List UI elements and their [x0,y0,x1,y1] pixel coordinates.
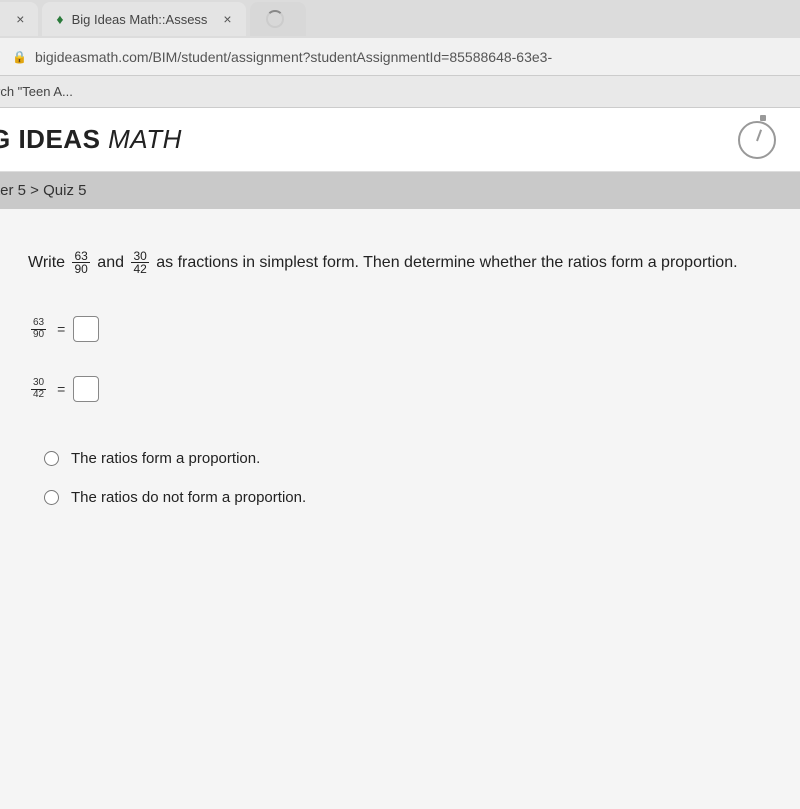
option-label: The ratios form a proportion. [71,450,260,467]
fraction-2: 30 42 [131,250,148,276]
breadcrumb-text: ter 5 > Quiz 5 [0,182,86,199]
frac-num: 63 [72,250,89,264]
breadcrumb: ter 5 > Quiz 5 [0,172,800,209]
fraction-1: 63 90 [72,250,89,276]
answer-input-1[interactable] [73,316,99,342]
url-text: bigideasmath.com/BIM/student/assignment?… [35,49,552,65]
options-group: The ratios form a proportion. The ratios… [44,450,772,506]
option-label: The ratios do not form a proportion. [71,489,306,506]
address-bar[interactable]: 🔒 bigideasmath.com/BIM/student/assignmen… [0,38,800,76]
tab-previous[interactable]: ses × [0,2,38,36]
browser-tabs: ses × ♦ Big Ideas Math::Assess × [0,0,800,38]
frac-den: 42 [31,390,46,401]
question-text: Write 63 90 and 30 42 as fractions in si… [28,249,772,276]
radio-icon[interactable] [44,451,59,466]
frac-num: 63 [31,318,46,330]
close-icon[interactable]: × [223,11,231,27]
equals-sign: = [57,321,65,337]
brand-logo: G IDEAS MATH [0,124,182,155]
option-1[interactable]: The ratios form a proportion. [44,450,772,467]
diamond-icon: ♦ [56,11,63,27]
tab-label: Big Ideas Math::Assess [72,12,208,27]
bookmark-bar: rch "Teen A... [0,76,800,108]
frac-num: 30 [31,378,46,390]
brand-part2: MATH [100,124,181,154]
frac-den: 42 [131,263,148,276]
q-pre: Write [28,254,69,271]
lock-icon: 🔒 [12,50,27,64]
frac-num: 30 [131,250,148,264]
answer-row-2: 30 42 = [28,376,772,402]
answer-row-1: 63 90 = [28,316,772,342]
timer-icon[interactable] [738,121,776,159]
frac-den: 90 [72,263,89,276]
fraction-label-1: 63 90 [31,318,46,340]
q-mid: and [97,254,128,271]
bookmark-item[interactable]: rch "Teen A... [0,84,73,99]
loading-spinner-icon [266,10,284,28]
tab-untitled[interactable] [250,2,306,36]
close-icon[interactable]: × [16,11,24,27]
content-area: Write 63 90 and 30 42 as fractions in si… [0,209,800,809]
radio-icon[interactable] [44,490,59,505]
q-post: as fractions in simplest form. Then dete… [156,254,737,271]
equals-sign: = [57,381,65,397]
brand-part1: G IDEAS [0,124,100,154]
app-header: G IDEAS MATH [0,108,800,172]
fraction-label-2: 30 42 [31,378,46,400]
option-2[interactable]: The ratios do not form a proportion. [44,489,772,506]
frac-den: 90 [31,330,46,341]
tab-bigideas[interactable]: ♦ Big Ideas Math::Assess × [42,2,245,36]
answer-input-2[interactable] [73,376,99,402]
